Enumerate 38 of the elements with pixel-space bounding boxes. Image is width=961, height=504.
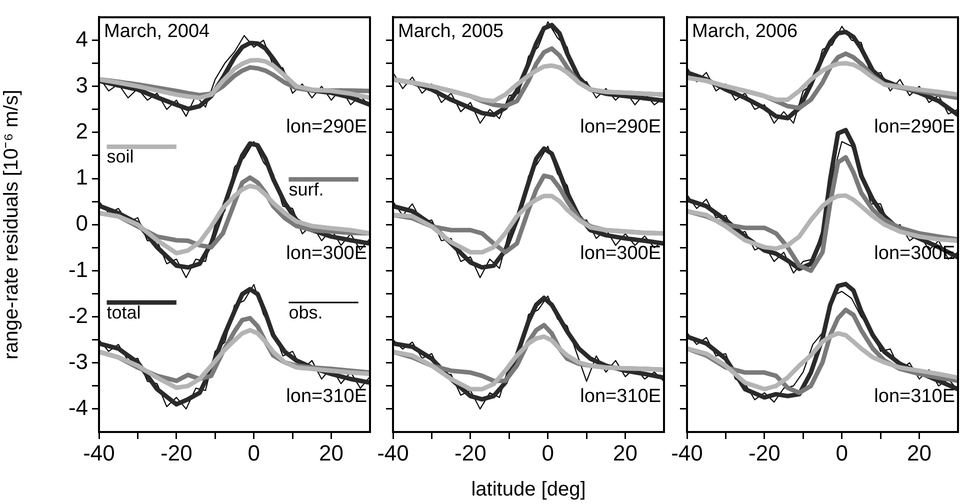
y-tick-label: -1 (68, 256, 88, 282)
y-tick-label: 3 (76, 72, 88, 98)
annotation: lon=290E (286, 116, 367, 138)
x-tick-label: -40 (671, 440, 703, 466)
x-tick-label: -40 (377, 440, 409, 466)
y-tick-label: -4 (68, 395, 88, 420)
y-tick-label: 0 (76, 210, 88, 236)
y-axis-title: range-rate residuals [10⁻⁶ m/s] (0, 90, 23, 360)
x-tick-label: -20 (160, 440, 192, 466)
x-tick-label: -20 (454, 440, 486, 466)
x-tick-label: 0 (248, 440, 260, 466)
annotation: lon=310E (286, 386, 367, 407)
legend-label: surf. (288, 179, 324, 200)
legend-label: obs. (288, 302, 323, 322)
y-tick-label: 1 (76, 164, 88, 190)
x-tick-label: -40 (83, 440, 115, 466)
x-tick-label: 20 (907, 440, 932, 466)
x-tick-label: 20 (613, 440, 638, 466)
legend-label: soil (106, 146, 134, 167)
annotation: lon=310E (874, 386, 955, 407)
legend-label: total (106, 302, 141, 322)
x-tick-label: -20 (748, 440, 780, 466)
x-axis-title: latitude [deg] (471, 478, 586, 501)
x-tick-label: 20 (319, 440, 344, 466)
y-tick-label: 4 (76, 26, 88, 52)
annotation: March, 2004 (104, 20, 210, 42)
y-tick-label: 2 (76, 118, 88, 144)
annotation: March, 2006 (692, 20, 798, 42)
y-tick-label: -2 (68, 302, 88, 328)
y-tick-label: -3 (68, 348, 88, 374)
annotation: lon=290E (580, 116, 661, 138)
annotation: lon=310E (580, 386, 661, 407)
x-tick-label: 0 (542, 440, 554, 466)
x-tick-label: 0 (836, 440, 848, 466)
annotation: lon=300E (580, 242, 661, 264)
annotation: lon=300E (286, 242, 367, 264)
annotation: lon=290E (874, 116, 955, 138)
annotation: March, 2005 (398, 20, 504, 42)
